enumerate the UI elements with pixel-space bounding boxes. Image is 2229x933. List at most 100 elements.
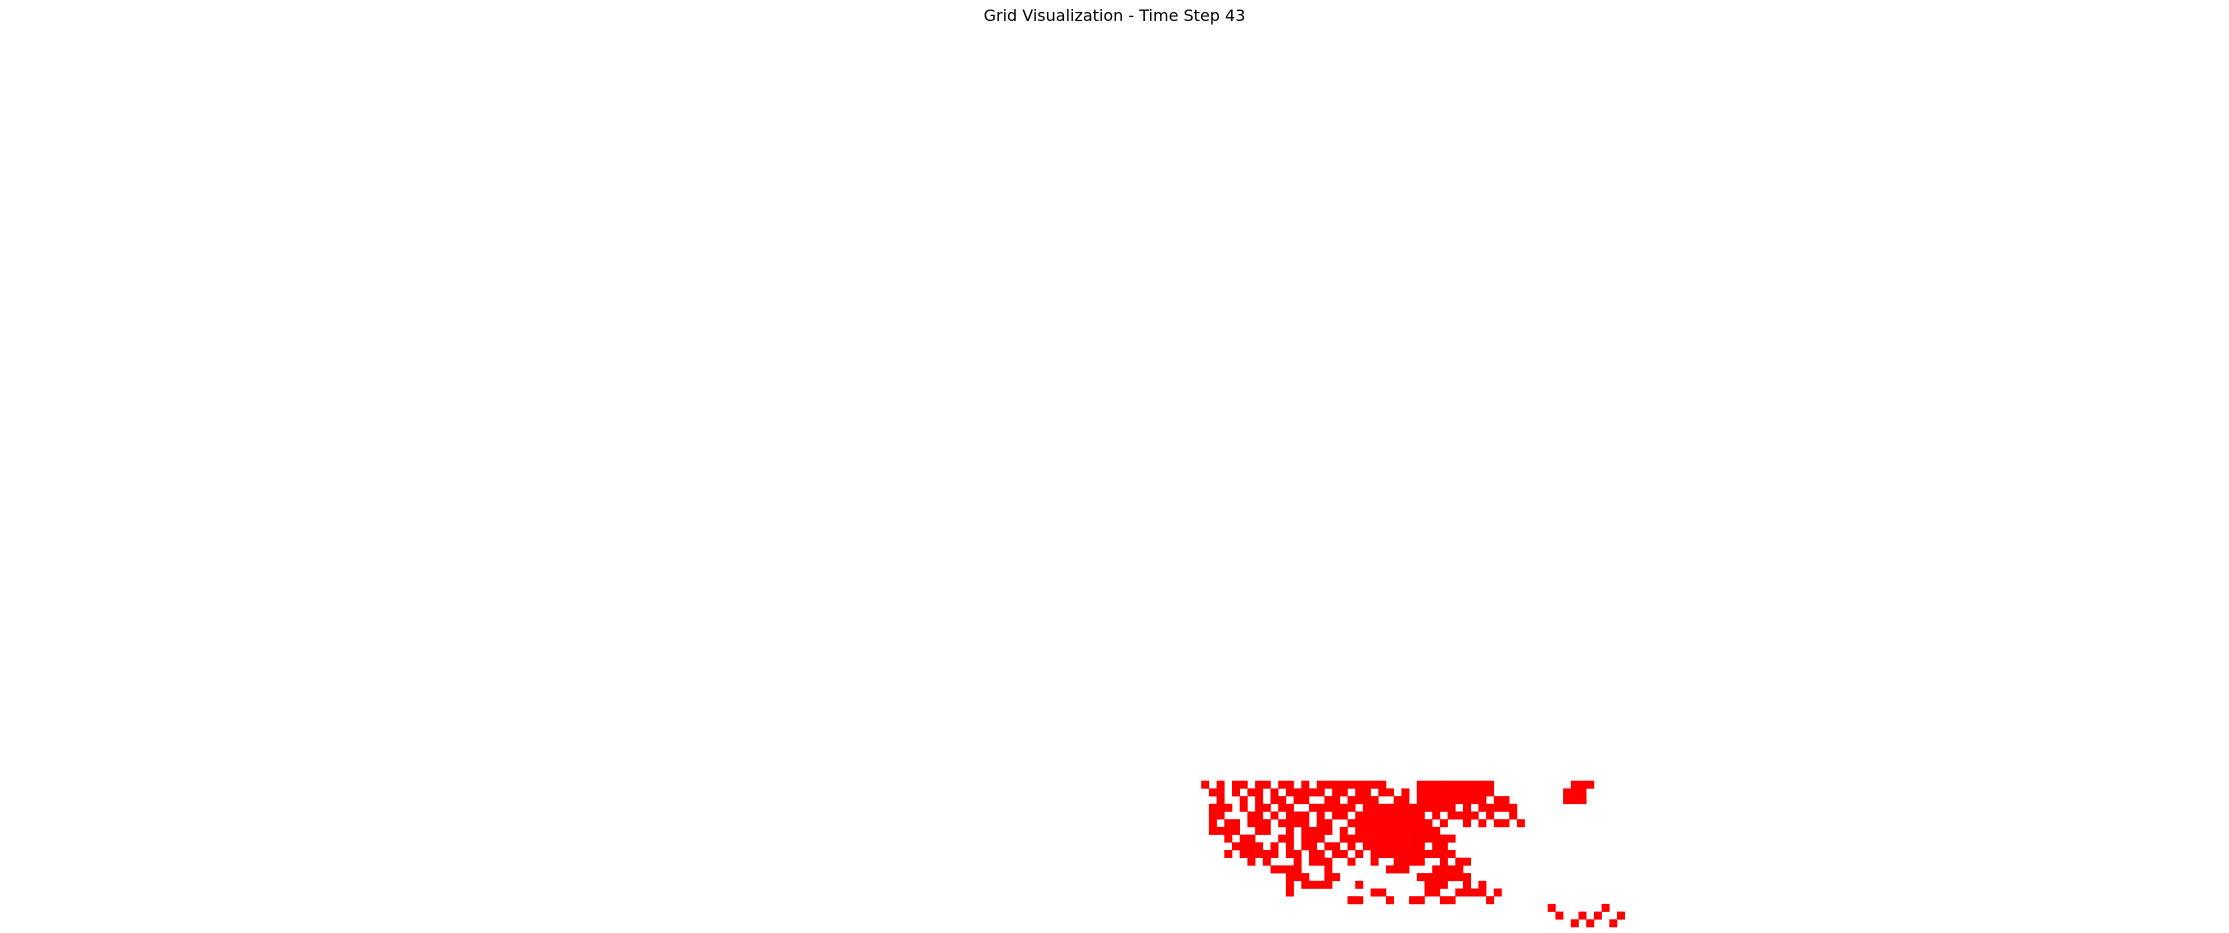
grid-cell <box>1409 842 1418 851</box>
grid-cell <box>1285 803 1294 812</box>
grid-cell <box>1416 850 1425 858</box>
grid-cell <box>1463 780 1471 789</box>
grid-cell <box>1324 819 1333 828</box>
grid-cell <box>1332 842 1341 851</box>
grid-cell <box>1455 788 1464 797</box>
grid-cell <box>1370 796 1379 805</box>
grid-cell <box>1370 803 1379 812</box>
grid-cell <box>1501 819 1510 828</box>
grid-cell <box>1255 788 1264 797</box>
grid-cell <box>1439 896 1448 905</box>
grid-cell <box>1401 788 1410 797</box>
grid-cell <box>1216 811 1225 820</box>
grid-cell <box>1563 788 1572 797</box>
grid-cell <box>1216 796 1225 805</box>
grid-cell <box>1432 842 1441 851</box>
grid-cell <box>1232 780 1240 789</box>
grid-cell <box>1463 819 1471 828</box>
grid-cell <box>1255 850 1264 858</box>
grid-cell <box>1224 819 1233 828</box>
grid-cell <box>1332 796 1341 805</box>
grid-cell <box>1439 873 1448 882</box>
grid-cell <box>1278 796 1287 805</box>
grid-cell <box>1278 865 1287 874</box>
grid-cell <box>1432 888 1441 897</box>
grid-cell <box>1570 796 1579 805</box>
grid-cell <box>1309 834 1317 843</box>
grid-cell <box>1424 803 1433 812</box>
grid-cell <box>1378 811 1387 820</box>
grid-cell <box>1362 811 1371 820</box>
grid-cell <box>1270 811 1279 820</box>
grid-cell <box>1239 780 1248 789</box>
grid-cell <box>1463 796 1471 805</box>
grid-cell <box>1486 788 1495 797</box>
grid-cell <box>1378 888 1387 897</box>
grid-cell <box>1262 780 1271 789</box>
grid-cell <box>1416 796 1425 805</box>
grid-cell <box>1409 834 1418 843</box>
grid-cell <box>1432 780 1441 789</box>
grid-cells <box>1201 780 1625 928</box>
grid-cell <box>1278 803 1287 812</box>
grid-cell <box>1378 819 1387 828</box>
grid-cell <box>1439 857 1448 866</box>
grid-cell <box>1570 780 1579 789</box>
grid-cell <box>1285 842 1294 851</box>
grid-cell <box>1409 896 1418 905</box>
grid-cell <box>1432 880 1441 889</box>
grid-cell <box>1370 780 1379 789</box>
grid-cell <box>1332 850 1341 858</box>
grid-cell <box>1447 850 1456 858</box>
grid-cell <box>1486 780 1495 789</box>
grid-cell <box>1424 796 1433 805</box>
grid-cell <box>1347 803 1356 812</box>
grid-cell <box>1362 826 1371 835</box>
grid-cell <box>1386 811 1394 820</box>
grid-cell <box>1401 834 1410 843</box>
grid-cell <box>1247 842 1256 851</box>
grid-cell <box>1439 842 1448 851</box>
grid-cell <box>1224 834 1233 843</box>
grid-cell <box>1393 803 1402 812</box>
grid-cell <box>1393 811 1402 820</box>
grid-cell <box>1416 896 1425 905</box>
grid-cell <box>1447 780 1456 789</box>
grid-cell <box>1447 873 1456 882</box>
grid-cell <box>1293 819 1302 828</box>
grid-cell <box>1447 865 1456 874</box>
grid-cell <box>1293 811 1302 820</box>
grid-cell <box>1293 796 1302 805</box>
grid-cell <box>1255 826 1264 835</box>
grid-cell <box>1439 803 1448 812</box>
grid-cell <box>1370 857 1379 866</box>
grid-cell <box>1255 796 1264 805</box>
grid-cell <box>1501 803 1510 812</box>
grid-cell <box>1401 857 1410 866</box>
grid-cell <box>1601 903 1610 912</box>
grid-cell <box>1285 873 1294 882</box>
grid-cell <box>1432 788 1441 797</box>
grid-cell <box>1432 811 1441 820</box>
grid-cell <box>1463 811 1471 820</box>
grid-cell <box>1224 803 1233 812</box>
grid-cell <box>1362 796 1371 805</box>
grid-cell <box>1370 842 1379 851</box>
grid-cell <box>1478 819 1487 828</box>
grid-cell <box>1424 888 1433 897</box>
chart-title: Grid Visualization - Time Step 43 <box>983 6 1246 25</box>
grid-cell <box>1301 880 1310 889</box>
grid-cell <box>1216 803 1225 812</box>
grid-cell <box>1470 788 1479 797</box>
grid-cell <box>1339 780 1348 789</box>
grid-cell <box>1239 842 1248 851</box>
grid-cell <box>1617 911 1625 920</box>
grid-cell <box>1232 819 1240 828</box>
grid-cell <box>1316 880 1325 889</box>
grid-cell <box>1208 819 1217 828</box>
grid-cell <box>1208 826 1217 835</box>
grid-cell <box>1208 811 1217 820</box>
grid-cell <box>1432 803 1441 812</box>
grid-cell <box>1509 811 1518 820</box>
